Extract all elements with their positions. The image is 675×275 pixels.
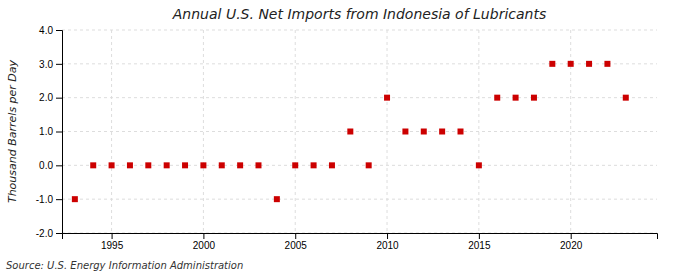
tick-label: -1.0 xyxy=(36,194,54,205)
point xyxy=(476,162,482,168)
point xyxy=(568,61,574,67)
point xyxy=(366,162,372,168)
point xyxy=(274,196,280,202)
point xyxy=(127,162,133,168)
point xyxy=(292,162,298,168)
title: Annual U.S. Net Imports from Indonesia o… xyxy=(172,6,546,22)
tick: 3.0 xyxy=(39,59,62,70)
tick-label: -2.0 xyxy=(36,228,54,239)
axis-line xyxy=(63,234,658,240)
point xyxy=(623,95,629,101)
tick-mark xyxy=(56,98,62,99)
tick-mark xyxy=(112,233,113,239)
point xyxy=(513,95,519,101)
tick: 2020 xyxy=(560,233,583,251)
tick: 4.0 xyxy=(39,25,62,36)
point xyxy=(219,162,225,168)
point xyxy=(604,61,610,67)
chart: 1995 2000 2005 2010 2015 2020 -2.0 -1.0 0.0 1.0 2.… xyxy=(0,0,675,275)
points xyxy=(72,61,629,202)
point xyxy=(421,129,427,135)
grid-line xyxy=(295,30,296,233)
point xyxy=(145,162,151,168)
point xyxy=(164,162,170,168)
grid-line xyxy=(203,30,204,233)
tick-label: 2020 xyxy=(560,240,583,251)
point xyxy=(200,162,206,168)
tick: 0.0 xyxy=(39,160,62,171)
point xyxy=(237,162,243,168)
point xyxy=(439,129,445,135)
tick: 2015 xyxy=(468,233,491,251)
tick: 2005 xyxy=(285,233,308,251)
tick: -1.0 xyxy=(36,194,62,205)
point xyxy=(549,61,555,67)
tick-label: 2005 xyxy=(285,240,308,251)
tick-mark xyxy=(295,233,296,239)
grid-line xyxy=(62,131,657,132)
tick: 1.0 xyxy=(39,126,62,137)
tick-mark xyxy=(387,233,388,239)
plot-area: 1995 2000 2005 2010 2015 2020 -2.0 -1.0 0.0 1.0 2.… xyxy=(36,25,658,251)
tick-mark xyxy=(56,233,62,234)
tick-label: 1.0 xyxy=(39,126,53,137)
point xyxy=(586,61,592,67)
point xyxy=(494,95,500,101)
tick-mark xyxy=(56,30,62,31)
grid-line xyxy=(570,30,571,233)
point xyxy=(458,129,464,135)
tick-label: 2015 xyxy=(468,240,491,251)
grid-line xyxy=(62,199,657,200)
grid-line xyxy=(62,30,657,31)
grid-line xyxy=(62,97,657,98)
tick: 2000 xyxy=(193,233,216,251)
tick-label: 4.0 xyxy=(39,25,53,36)
tick-mark xyxy=(56,165,62,166)
point xyxy=(402,129,408,135)
tick: 2010 xyxy=(376,233,399,251)
tick-mark xyxy=(56,132,62,133)
point xyxy=(311,162,317,168)
point xyxy=(531,95,537,101)
grid xyxy=(62,30,657,233)
tick-label: 1995 xyxy=(101,240,124,251)
point xyxy=(255,162,261,168)
tick: -2.0 xyxy=(36,228,62,239)
tick-mark xyxy=(571,233,572,239)
annotation: Source: U.S. Energy Information Administ… xyxy=(6,260,243,271)
tick-label: 2.0 xyxy=(39,92,53,103)
tick-mark xyxy=(56,199,62,200)
point xyxy=(384,95,390,101)
y-axis-label: Thousand Barrels per Day xyxy=(6,59,19,203)
point xyxy=(329,162,335,168)
tick-mark xyxy=(203,233,204,239)
tick-label: 0.0 xyxy=(39,160,53,171)
point xyxy=(109,162,115,168)
tick: 1995 xyxy=(101,233,124,251)
tick-mark xyxy=(479,233,480,239)
point xyxy=(90,162,96,168)
tick-label: 2010 xyxy=(376,240,399,251)
point xyxy=(182,162,188,168)
x-axis: 1995 2000 2005 2010 2015 2020 xyxy=(63,233,658,251)
y-axis: -2.0 -1.0 0.0 1.0 2.0 3.0 4.0 xyxy=(36,25,63,239)
point xyxy=(347,129,353,135)
tick: 2.0 xyxy=(39,92,62,103)
point xyxy=(72,196,78,202)
tick-mark xyxy=(56,64,62,65)
axis-line xyxy=(56,31,63,234)
tick-label: 2000 xyxy=(193,240,216,251)
tick-label: 3.0 xyxy=(39,59,53,70)
